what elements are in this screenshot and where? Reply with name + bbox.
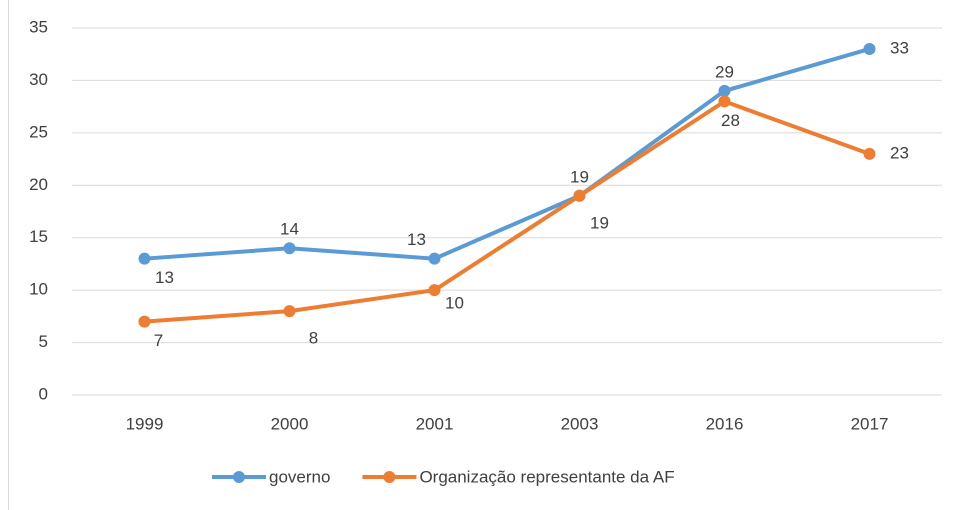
x-tick-label: 1999 [126,414,164,433]
legend-marker [233,471,245,483]
y-tick-label: 10 [29,280,48,299]
chart-frame [8,0,9,510]
point [573,189,586,202]
data-label: 19 [570,167,589,186]
point [718,84,731,97]
data-label: 10 [445,294,464,313]
legend-marker [383,471,396,483]
data-label: 7 [154,331,163,350]
point [428,284,441,297]
legend-label: governo [269,467,330,486]
point [863,42,876,55]
x-tick-label: 2001 [416,414,454,433]
data-label: 29 [715,62,734,81]
y-tick-label: 5 [39,332,48,351]
y-tick-label: 0 [39,384,48,403]
x-tick-label: 2017 [851,414,889,433]
data-label: 13 [407,230,426,249]
x-tick-label: 2016 [706,414,744,433]
data-label: 19 [590,213,609,232]
point [138,252,151,265]
y-tick-label: 30 [29,70,48,89]
y-tick-label: 20 [29,175,48,194]
data-label: 23 [890,143,909,162]
legend-label: Organização representante da AF [419,467,674,486]
data-label: 14 [280,220,299,239]
y-tick-label: 25 [29,122,48,141]
point [283,305,296,318]
data-label: 33 [890,38,909,57]
series-line [142,99,872,324]
series-line [142,46,872,261]
x-tick-label: 2000 [271,414,309,433]
data-label: 28 [721,111,740,130]
point [138,315,151,328]
x-tick-label: 2003 [561,414,599,433]
data-label: 8 [309,329,318,348]
y-tick-label: 35 [29,17,48,36]
point [718,95,731,108]
point [428,252,441,265]
y-tick-label: 15 [29,227,48,246]
point [283,242,296,255]
data-label: 13 [155,268,174,287]
point [863,147,876,160]
